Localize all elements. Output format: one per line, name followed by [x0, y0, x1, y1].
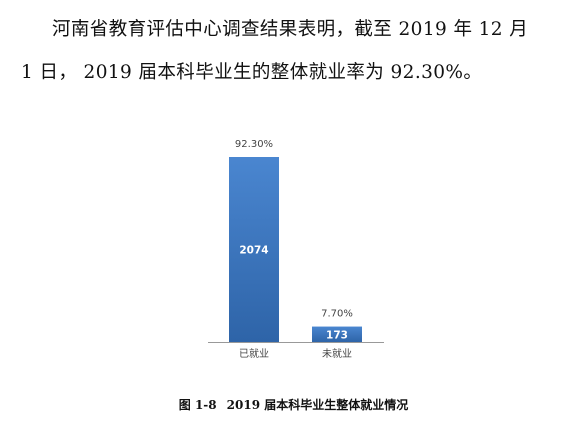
bar-employed: [229, 157, 279, 342]
figure-number: 图 1-8: [178, 398, 217, 412]
bar-value-label: 173: [326, 329, 348, 341]
figure-caption: 图 1-8 2019 届本科毕业生整体就业情况: [0, 396, 587, 413]
bar-value-label: 2074: [239, 245, 268, 257]
body-paragraph: 河南省教育评估中心调查结果表明，截至 2019 年 12 月 1 日， 2019…: [0, 0, 587, 90]
bar-unemployed: [312, 326, 362, 342]
paragraph-line-1: 河南省教育评估中心调查结果表明，截至 2019 年 12 月: [52, 19, 529, 40]
bar-percent-label: 7.70%: [321, 309, 353, 320]
paragraph-line-2: 1 日， 2019 届本科毕业生的整体就业率为 92.30%。: [21, 62, 483, 83]
category-tick-label: 已就业: [239, 347, 269, 360]
category-tick-label: 未就业: [322, 347, 352, 360]
figure-title: 2019 届本科毕业生整体就业情况: [226, 398, 409, 412]
bar-percent-label: 92.30%: [235, 139, 273, 150]
